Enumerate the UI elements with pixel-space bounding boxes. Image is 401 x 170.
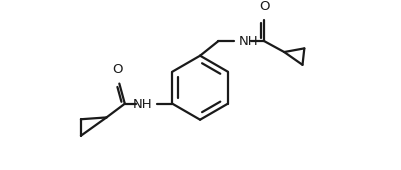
Text: NH: NH xyxy=(238,36,257,48)
Text: O: O xyxy=(112,63,122,76)
Text: NH: NH xyxy=(132,98,152,111)
Text: O: O xyxy=(258,0,269,13)
